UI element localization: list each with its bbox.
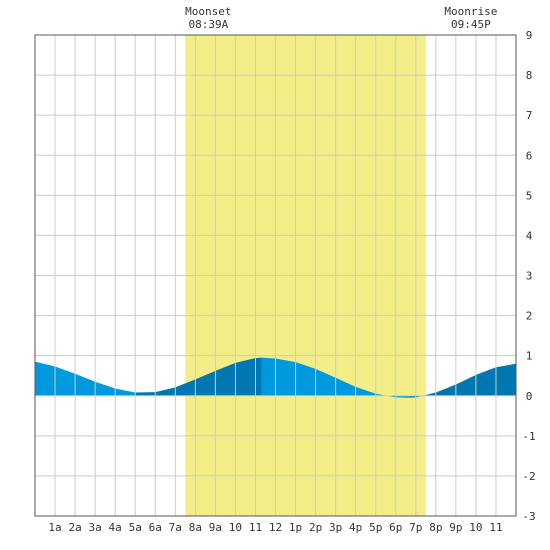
y-tick-label: -1: [522, 430, 535, 443]
x-tick-label: 6a: [149, 521, 162, 534]
moon-event-time: 08:39A: [188, 18, 228, 31]
x-tick-label: 9p: [449, 521, 462, 534]
x-tick-label: 11: [249, 521, 262, 534]
y-tick-label: -3: [522, 510, 535, 523]
x-tick-label: 3p: [329, 521, 342, 534]
x-tick-label: 7p: [409, 521, 422, 534]
y-tick-label: 5: [526, 189, 533, 202]
x-tick-label: 10: [469, 521, 482, 534]
y-tick-label: 7: [526, 109, 533, 122]
y-tick-label: 8: [526, 69, 533, 82]
y-tick-label: 0: [526, 390, 533, 403]
x-tick-label: 9a: [209, 521, 222, 534]
x-tick-label: 4a: [109, 521, 122, 534]
moon-event-label: Moonrise: [444, 5, 497, 18]
tide-rising-segment: [135, 357, 262, 396]
x-tick-label: 8p: [429, 521, 442, 534]
y-tick-label: 6: [526, 149, 533, 162]
y-tick-label: 1: [526, 350, 533, 363]
y-tick-label: 4: [526, 229, 533, 242]
x-tick-label: 5p: [369, 521, 382, 534]
tide-falling-segment: [35, 361, 136, 396]
x-tick-label: 8a: [189, 521, 202, 534]
x-tick-label: 6p: [389, 521, 402, 534]
x-tick-label: 11: [489, 521, 502, 534]
y-tick-label: -2: [522, 470, 535, 483]
x-tick-label: 4p: [349, 521, 362, 534]
x-tick-label: 2p: [309, 521, 322, 534]
x-tick-label: 10: [229, 521, 242, 534]
y-tick-label: 3: [526, 270, 533, 283]
y-tick-label: 9: [526, 29, 533, 42]
x-tick-label: 7a: [169, 521, 182, 534]
x-tick-label: 3a: [89, 521, 102, 534]
x-tick-label: 5a: [129, 521, 142, 534]
x-tick-label: 2a: [68, 521, 81, 534]
plot-border: [34, 34, 517, 517]
x-tick-label: 1a: [48, 521, 61, 534]
moon-event-label: Moonset: [185, 5, 231, 18]
x-tick-label: 12: [269, 521, 282, 534]
x-tick-label: 1p: [289, 521, 302, 534]
moon-event-time: 09:45P: [451, 18, 491, 31]
y-tick-label: 2: [526, 310, 533, 323]
tide-rising-segment: [409, 363, 516, 398]
